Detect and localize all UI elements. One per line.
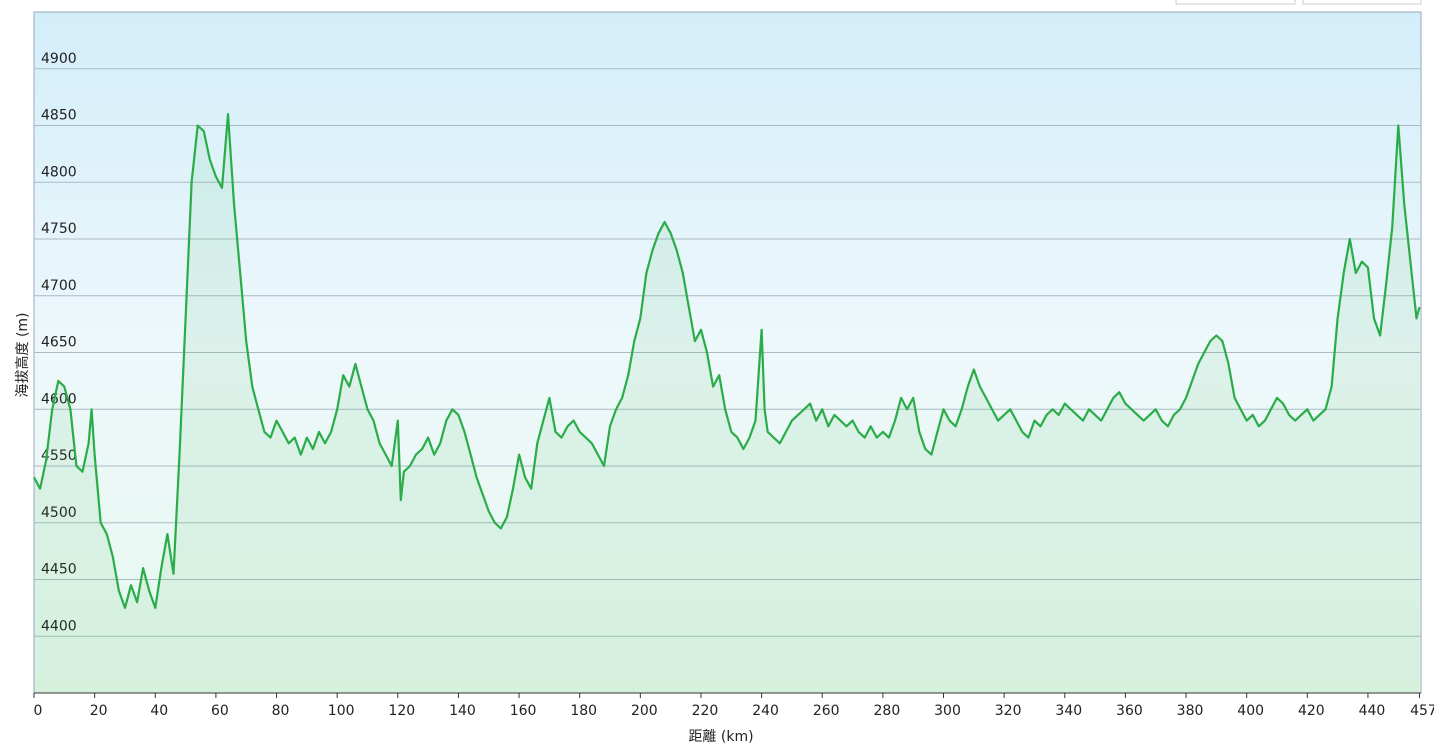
toolbar-button[interactable] — [1175, 0, 1296, 5]
x-tick-label: 0 — [34, 703, 43, 719]
x-tick-label: 300 — [934, 703, 961, 719]
x-tick-label: 420 — [1298, 703, 1325, 719]
y-tick-label: 4450 — [41, 562, 77, 578]
y-tick-label: 4500 — [41, 505, 77, 521]
y-tick-label: 4650 — [41, 335, 77, 351]
x-tick-label: 280 — [874, 703, 901, 719]
y-axis-label: 海拔高度 (m) — [14, 312, 31, 397]
y-tick-label: 4550 — [41, 448, 77, 464]
x-tick-label: 80 — [272, 703, 290, 719]
y-tick-label: 4700 — [41, 278, 77, 294]
x-tick-label: 360 — [1116, 703, 1143, 719]
x-tick-label: 200 — [631, 703, 658, 719]
x-tick-label: 180 — [570, 703, 597, 719]
toolbar-button[interactable] — [1302, 0, 1422, 5]
x-tick-label: 220 — [692, 703, 719, 719]
y-tick-label: 4750 — [41, 221, 77, 237]
x-axis-label: 距離 (km) — [688, 728, 753, 745]
x-tick-label: 457 — [1410, 703, 1434, 719]
x-tick-label: 160 — [510, 703, 537, 719]
x-tick-label: 20 — [90, 703, 108, 719]
x-tick-label: 100 — [328, 703, 355, 719]
x-tick-label: 140 — [449, 703, 476, 719]
y-tick-label: 4800 — [41, 164, 77, 180]
y-tick-label: 4400 — [41, 618, 77, 634]
x-tick-label: 60 — [211, 703, 229, 719]
x-tick-label: 260 — [813, 703, 840, 719]
plot-layer: 4400445045004550460046504700475048004850… — [33, 51, 1434, 719]
x-tick-label: 440 — [1359, 703, 1386, 719]
elevation-line — [33, 113, 1421, 609]
y-tick-label: 4850 — [41, 108, 77, 124]
x-tick-label: 340 — [1055, 703, 1082, 719]
x-tick-label: 320 — [995, 703, 1022, 719]
x-tick-label: 40 — [150, 703, 168, 719]
y-tick-label: 4900 — [41, 51, 77, 67]
x-tick-label: 120 — [388, 703, 415, 719]
x-tick-label: 240 — [752, 703, 779, 719]
area-fill — [34, 114, 1420, 694]
x-tick-label: 380 — [1177, 703, 1204, 719]
x-tick-label: 400 — [1237, 703, 1264, 719]
